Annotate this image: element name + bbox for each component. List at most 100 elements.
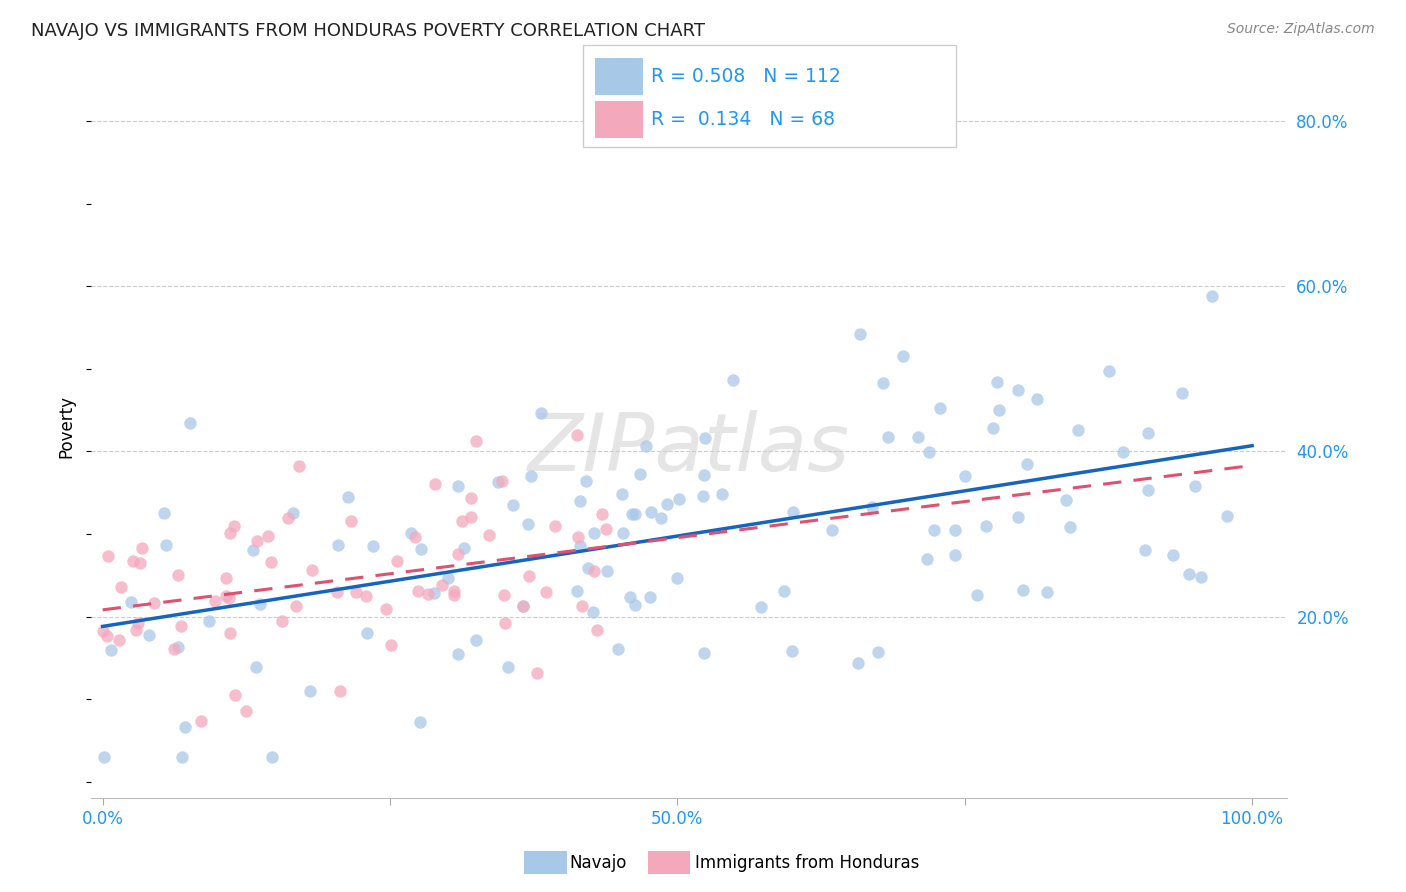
Point bbox=[721, 373, 744, 387]
Point bbox=[983, 421, 1005, 435]
Point bbox=[621, 507, 644, 521]
Point bbox=[943, 524, 966, 538]
Point bbox=[567, 428, 589, 442]
Point bbox=[693, 468, 716, 483]
Point bbox=[1011, 582, 1033, 597]
Point bbox=[170, 619, 193, 633]
Point bbox=[218, 591, 240, 606]
Point bbox=[526, 665, 548, 680]
Point bbox=[423, 476, 446, 491]
Point bbox=[451, 514, 474, 528]
Point bbox=[96, 629, 118, 643]
Point bbox=[591, 507, 613, 521]
Point bbox=[100, 643, 122, 657]
Point bbox=[1026, 392, 1049, 406]
Point bbox=[918, 444, 941, 458]
Point bbox=[91, 624, 114, 639]
Point bbox=[404, 530, 426, 544]
Point bbox=[1054, 493, 1077, 508]
Point bbox=[108, 633, 131, 648]
Point bbox=[284, 599, 307, 613]
Point bbox=[517, 568, 540, 582]
Point bbox=[583, 525, 606, 540]
Point bbox=[782, 505, 804, 519]
Text: Navajo: Navajo bbox=[569, 855, 627, 872]
Point bbox=[595, 564, 617, 578]
Point bbox=[655, 497, 678, 511]
Point bbox=[986, 375, 1008, 389]
Point bbox=[612, 487, 634, 501]
Point bbox=[361, 539, 384, 553]
Y-axis label: Poverty: Poverty bbox=[58, 395, 75, 458]
Text: Source: ZipAtlas.com: Source: ZipAtlas.com bbox=[1227, 22, 1375, 37]
Point bbox=[346, 584, 368, 599]
Point bbox=[406, 583, 429, 598]
Point bbox=[460, 491, 482, 505]
Point bbox=[245, 660, 267, 674]
Point bbox=[336, 490, 359, 504]
Point bbox=[214, 571, 236, 585]
Point bbox=[575, 475, 598, 489]
Point bbox=[356, 626, 378, 640]
Point bbox=[692, 489, 714, 503]
Point bbox=[624, 507, 647, 521]
Point bbox=[437, 571, 460, 585]
Point bbox=[1015, 457, 1038, 471]
Point bbox=[612, 525, 634, 540]
Point bbox=[246, 534, 269, 549]
Point bbox=[204, 594, 226, 608]
Point bbox=[928, 401, 950, 415]
Point bbox=[710, 487, 733, 501]
Point bbox=[222, 519, 245, 533]
Point bbox=[138, 628, 160, 642]
Point bbox=[281, 506, 304, 520]
Point bbox=[1035, 584, 1057, 599]
Point bbox=[110, 580, 132, 594]
Point bbox=[409, 714, 432, 729]
Point bbox=[299, 683, 322, 698]
Point bbox=[152, 507, 174, 521]
Point bbox=[214, 589, 236, 603]
Point bbox=[907, 430, 929, 444]
Point bbox=[586, 624, 609, 638]
Point bbox=[860, 500, 883, 515]
Point bbox=[502, 498, 524, 512]
Point bbox=[1136, 483, 1159, 497]
Point bbox=[1171, 385, 1194, 400]
Point bbox=[197, 614, 219, 628]
Point bbox=[772, 583, 794, 598]
Point bbox=[494, 615, 516, 630]
Point bbox=[271, 614, 294, 628]
Point bbox=[380, 638, 402, 652]
Point bbox=[534, 585, 557, 599]
Point bbox=[453, 541, 475, 555]
Point bbox=[460, 510, 482, 524]
Point bbox=[640, 506, 662, 520]
Point bbox=[519, 468, 541, 483]
Point bbox=[96, 549, 118, 563]
Point bbox=[543, 519, 565, 533]
Point bbox=[166, 568, 188, 582]
Point bbox=[93, 749, 115, 764]
Point bbox=[190, 714, 212, 729]
Point bbox=[443, 583, 465, 598]
Point bbox=[953, 468, 976, 483]
Point bbox=[634, 439, 657, 453]
Point bbox=[988, 403, 1011, 417]
Point bbox=[1059, 520, 1081, 534]
Text: R =  0.134   N = 68: R = 0.134 N = 68 bbox=[651, 110, 835, 129]
Point bbox=[224, 688, 246, 702]
Point bbox=[120, 595, 142, 609]
Point bbox=[257, 529, 280, 543]
Point bbox=[943, 548, 966, 562]
Point bbox=[1133, 543, 1156, 558]
Point bbox=[517, 517, 540, 532]
Point bbox=[385, 554, 408, 568]
Point bbox=[259, 556, 281, 570]
Point bbox=[1007, 383, 1029, 397]
Point bbox=[129, 556, 152, 570]
Point bbox=[846, 656, 869, 670]
Point bbox=[127, 615, 149, 630]
Point bbox=[582, 564, 605, 578]
Point bbox=[1067, 423, 1090, 437]
